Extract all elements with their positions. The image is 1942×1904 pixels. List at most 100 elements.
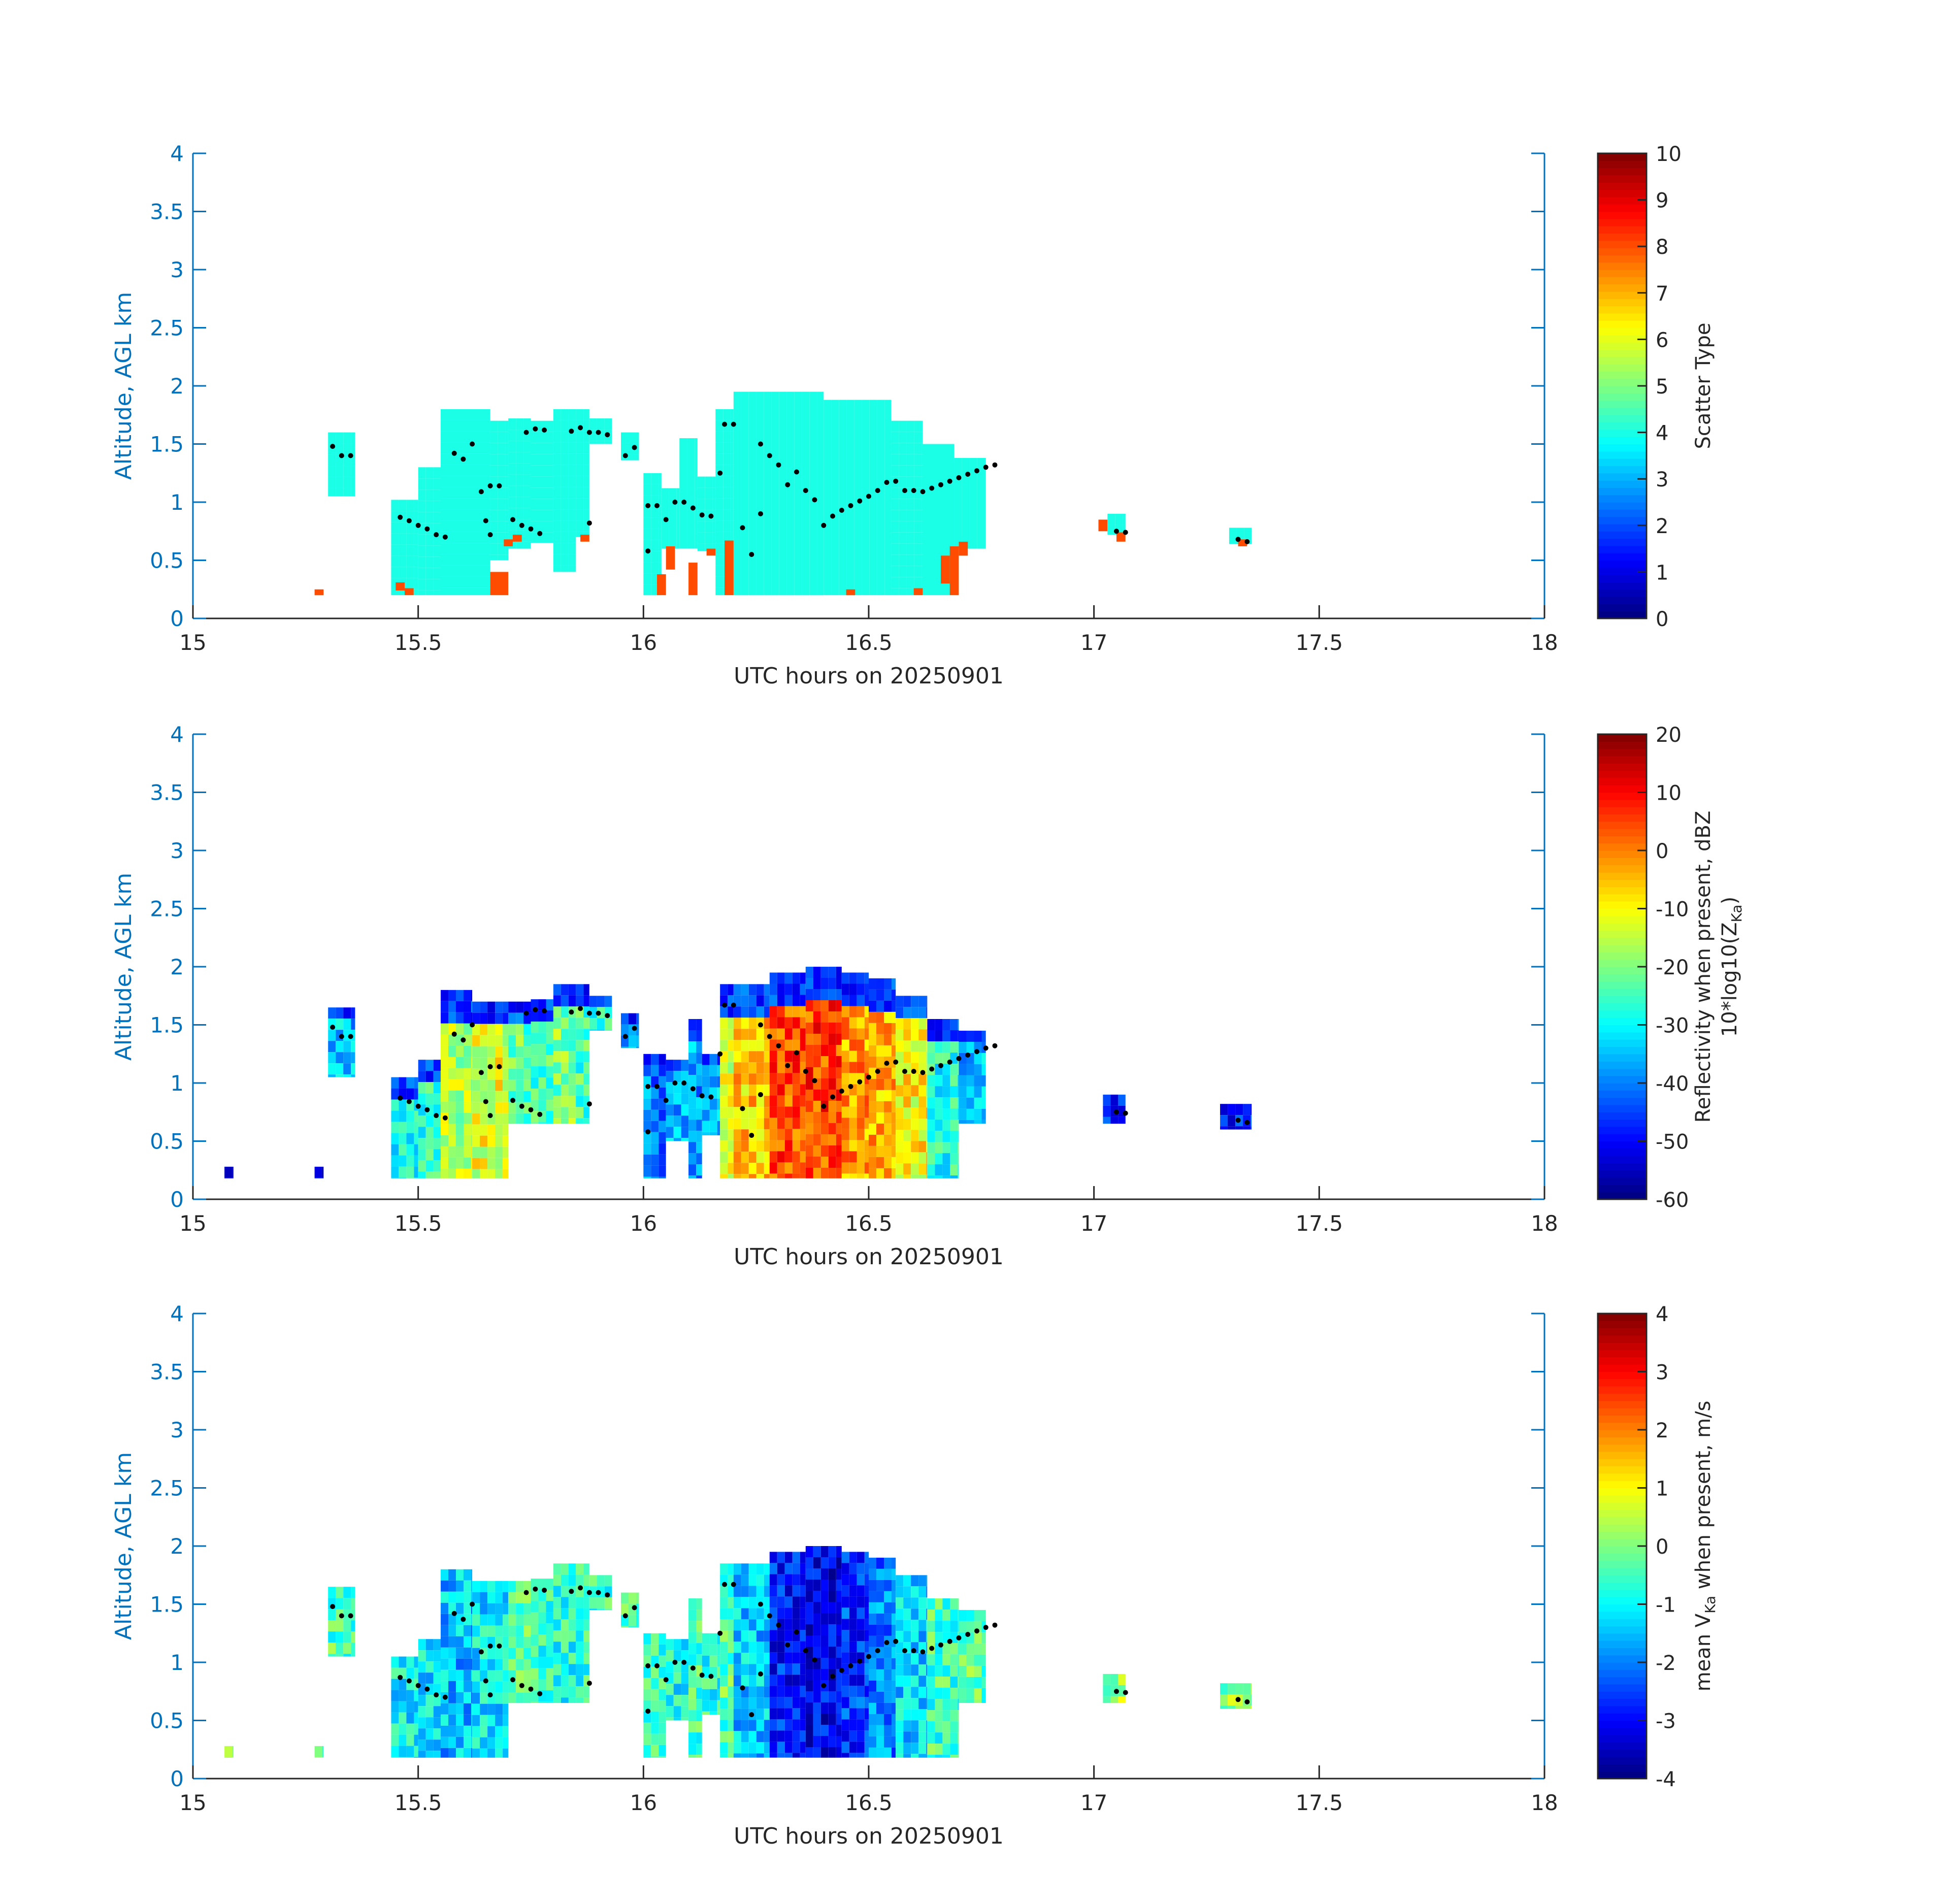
- heatmap-cell: [764, 514, 772, 526]
- track-point: [528, 526, 534, 532]
- heatmap-cell: [984, 503, 986, 514]
- heatmap-cell: [576, 476, 584, 487]
- heatmap-cell: [399, 1712, 407, 1724]
- heatmap-cell: [876, 1602, 884, 1614]
- colorbar-segment: [1598, 400, 1647, 408]
- heatmap-cell: [813, 1112, 821, 1123]
- heatmap-cell: [876, 1034, 884, 1045]
- heatmap-cell: [849, 1675, 857, 1686]
- heatmap-cell: [651, 1098, 659, 1110]
- heatmap-cell: [764, 1107, 770, 1119]
- heatmap-cell: [479, 543, 486, 554]
- colorbar-segment: [1598, 160, 1647, 169]
- heatmap-cell: [418, 512, 426, 523]
- heatmap-cell: [448, 576, 456, 588]
- heatmap-cell: [864, 1607, 869, 1619]
- heatmap-cell: [464, 509, 471, 521]
- heatmap-cell: [516, 1068, 524, 1080]
- heatmap-cell: [723, 509, 731, 521]
- heatmap-cell: [456, 1012, 464, 1024]
- heatmap-cell: [531, 1657, 539, 1668]
- heatmap-cell: [505, 487, 509, 499]
- track-point: [1123, 1690, 1128, 1695]
- colorbar-segment: [1598, 437, 1647, 445]
- heatmap-cell: [516, 1035, 524, 1046]
- heatmap-cell: [456, 1068, 464, 1079]
- track-point: [339, 1034, 344, 1039]
- heatmap-cell: [448, 1703, 456, 1715]
- track-point: [424, 1107, 430, 1112]
- heatmap-cell: [926, 1107, 928, 1119]
- heatmap-cell: [876, 1145, 884, 1157]
- heatmap-cell: [399, 1077, 407, 1089]
- heatmap-cell: [673, 1071, 681, 1082]
- heatmap-cell: [809, 425, 817, 437]
- heatmap-cell: [836, 1090, 842, 1101]
- heatmap-cell: [836, 1658, 842, 1669]
- heatmap-cell: [935, 1610, 943, 1621]
- colorbar-segment: [1598, 1046, 1647, 1055]
- heatmap-cell: [923, 533, 931, 545]
- heatmap-cell: [508, 1012, 516, 1024]
- heatmap-cell: [498, 487, 506, 499]
- heatmap-cell: [425, 1171, 434, 1178]
- heatmap-cell: [495, 1001, 503, 1013]
- heatmap-cell: [958, 1142, 959, 1154]
- colorbar-segment: [1598, 1163, 1647, 1171]
- heatmap-cell: [896, 1007, 904, 1019]
- y-tick-label: 3.5: [150, 1360, 184, 1385]
- heatmap-cell: [414, 567, 418, 578]
- heatmap-cell: [756, 1174, 764, 1178]
- y-axis-label: Altitude, AGL km: [111, 873, 137, 1061]
- heatmap-cell: [651, 506, 659, 518]
- heatmap-cell: [777, 1607, 785, 1619]
- heatmap-cell: [864, 1118, 869, 1129]
- heatmap-cell: [448, 1090, 456, 1102]
- colorbar-tick-label: -1: [1656, 1594, 1676, 1617]
- heatmap-cell: [769, 1162, 777, 1174]
- heatmap-cell: [784, 1719, 793, 1731]
- heatmap-cell: [508, 497, 516, 508]
- heatmap-cell: [709, 1678, 717, 1689]
- heatmap-cell: [836, 1123, 842, 1134]
- heatmap-cell: [720, 1697, 728, 1709]
- heatmap-cell: [728, 1017, 734, 1029]
- heatmap-cell: [553, 1697, 561, 1703]
- heatmap-cell: [696, 1610, 702, 1621]
- heatmap-cell: [679, 461, 687, 472]
- colorbar-segment: [1598, 168, 1647, 176]
- heatmap-cell: [414, 1667, 418, 1679]
- track-point: [645, 1084, 651, 1089]
- heatmap-cell: [813, 967, 821, 978]
- colorbar-segment: [1598, 1669, 1647, 1678]
- heatmap-cell: [748, 425, 756, 437]
- heatmap-cell: [786, 503, 795, 515]
- track-point: [645, 1709, 651, 1714]
- heatmap-cell: [748, 470, 756, 481]
- heatmap-cell: [911, 1119, 919, 1130]
- heatmap-cell: [802, 570, 810, 582]
- heatmap-cell: [604, 1608, 612, 1610]
- heatmap-cell: [927, 1710, 935, 1722]
- heatmap-cell: [709, 1700, 717, 1712]
- heatmap-cell: [673, 1695, 681, 1706]
- heatmap-cell: [629, 1046, 636, 1048]
- track-point: [758, 1022, 763, 1028]
- heatmap-cell: [784, 1552, 793, 1563]
- heatmap-cell: [503, 1703, 509, 1715]
- heatmap-cell: [779, 481, 787, 493]
- heatmap-cell: [418, 1717, 426, 1729]
- heatmap-cell: [731, 453, 734, 465]
- heatmap-cell: [531, 1612, 539, 1624]
- heatmap-cell: [942, 1064, 950, 1075]
- heatmap-cell: [748, 1040, 756, 1052]
- colorbar-segment: [1598, 1148, 1647, 1156]
- heatmap-cell: [741, 1675, 749, 1687]
- heatmap-cell: [911, 1107, 919, 1119]
- heatmap-cell: [636, 1592, 639, 1604]
- heatmap-cell: [406, 1122, 414, 1133]
- colorbar-segment: [1598, 1633, 1647, 1641]
- heatmap-cell: [926, 1608, 928, 1620]
- heatmap-cell: [877, 567, 885, 579]
- heatmap-cell: [857, 983, 865, 995]
